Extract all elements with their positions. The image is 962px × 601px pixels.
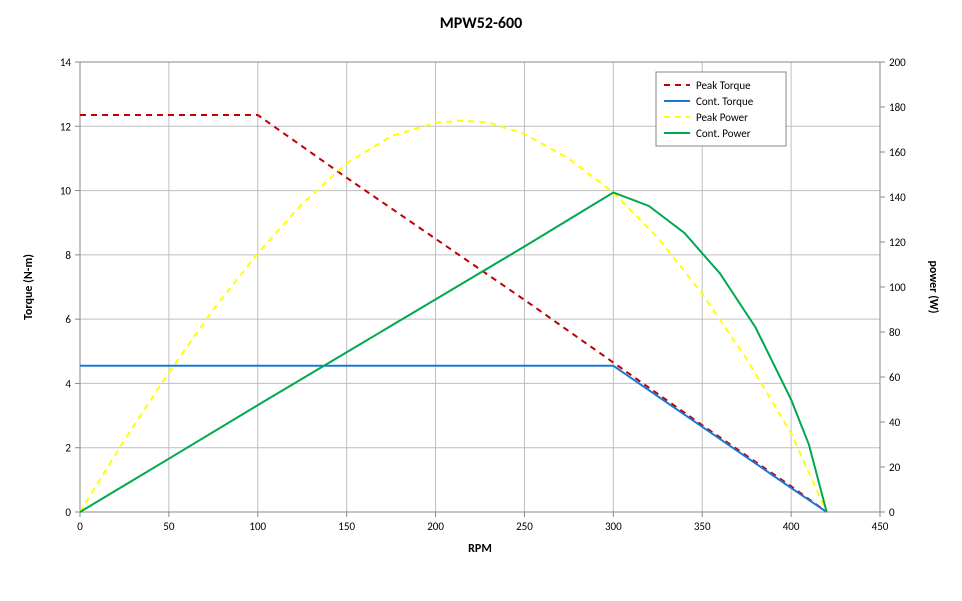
yleft-tick-label: 2 bbox=[65, 442, 71, 455]
yleft-tick-label: 8 bbox=[65, 249, 71, 262]
x-tick-label: 0 bbox=[77, 520, 83, 533]
legend-label: Peak Torque bbox=[696, 79, 751, 92]
y-right-axis-label: power (W) bbox=[926, 260, 940, 313]
legend-label: Cont. Torque bbox=[696, 95, 754, 108]
yright-tick-label: 80 bbox=[889, 326, 901, 339]
yleft-tick-label: 14 bbox=[60, 56, 72, 69]
legend-label: Cont. Power bbox=[696, 127, 751, 140]
yright-tick-label: 120 bbox=[889, 236, 906, 249]
chart-container: MPW52-600 050100150200250300350400450024… bbox=[0, 0, 962, 601]
yright-tick-label: 20 bbox=[889, 461, 901, 474]
series-cont-torque bbox=[80, 366, 827, 512]
yright-tick-label: 0 bbox=[889, 506, 895, 519]
yleft-tick-label: 10 bbox=[60, 185, 72, 198]
yleft-tick-label: 0 bbox=[65, 506, 71, 519]
series-cont-power bbox=[80, 193, 827, 513]
yright-tick-label: 160 bbox=[889, 146, 906, 159]
x-tick-label: 250 bbox=[516, 520, 533, 533]
x-tick-label: 450 bbox=[872, 520, 889, 533]
x-tick-label: 350 bbox=[694, 520, 711, 533]
yright-tick-label: 60 bbox=[889, 371, 901, 384]
x-axis-label: RPM bbox=[468, 542, 492, 556]
yright-tick-label: 140 bbox=[889, 191, 906, 204]
x-tick-label: 300 bbox=[605, 520, 622, 533]
yright-tick-label: 200 bbox=[889, 56, 906, 69]
yright-tick-label: 180 bbox=[889, 101, 906, 114]
x-tick-label: 400 bbox=[783, 520, 800, 533]
chart-svg: 0501001502002503003504004500246810121402… bbox=[0, 0, 962, 601]
yright-tick-label: 40 bbox=[889, 416, 901, 429]
yleft-tick-label: 4 bbox=[65, 377, 71, 390]
yright-tick-label: 100 bbox=[889, 281, 906, 294]
legend-label: Peak Power bbox=[696, 111, 748, 124]
yleft-tick-label: 6 bbox=[65, 313, 71, 326]
y-left-axis-label: Torque (N-m) bbox=[22, 254, 36, 320]
yleft-tick-label: 12 bbox=[60, 120, 72, 133]
x-tick-label: 100 bbox=[249, 520, 266, 533]
x-tick-label: 150 bbox=[338, 520, 355, 533]
x-tick-label: 200 bbox=[427, 520, 444, 533]
series-peak-power bbox=[80, 121, 827, 513]
x-tick-label: 50 bbox=[163, 520, 175, 533]
